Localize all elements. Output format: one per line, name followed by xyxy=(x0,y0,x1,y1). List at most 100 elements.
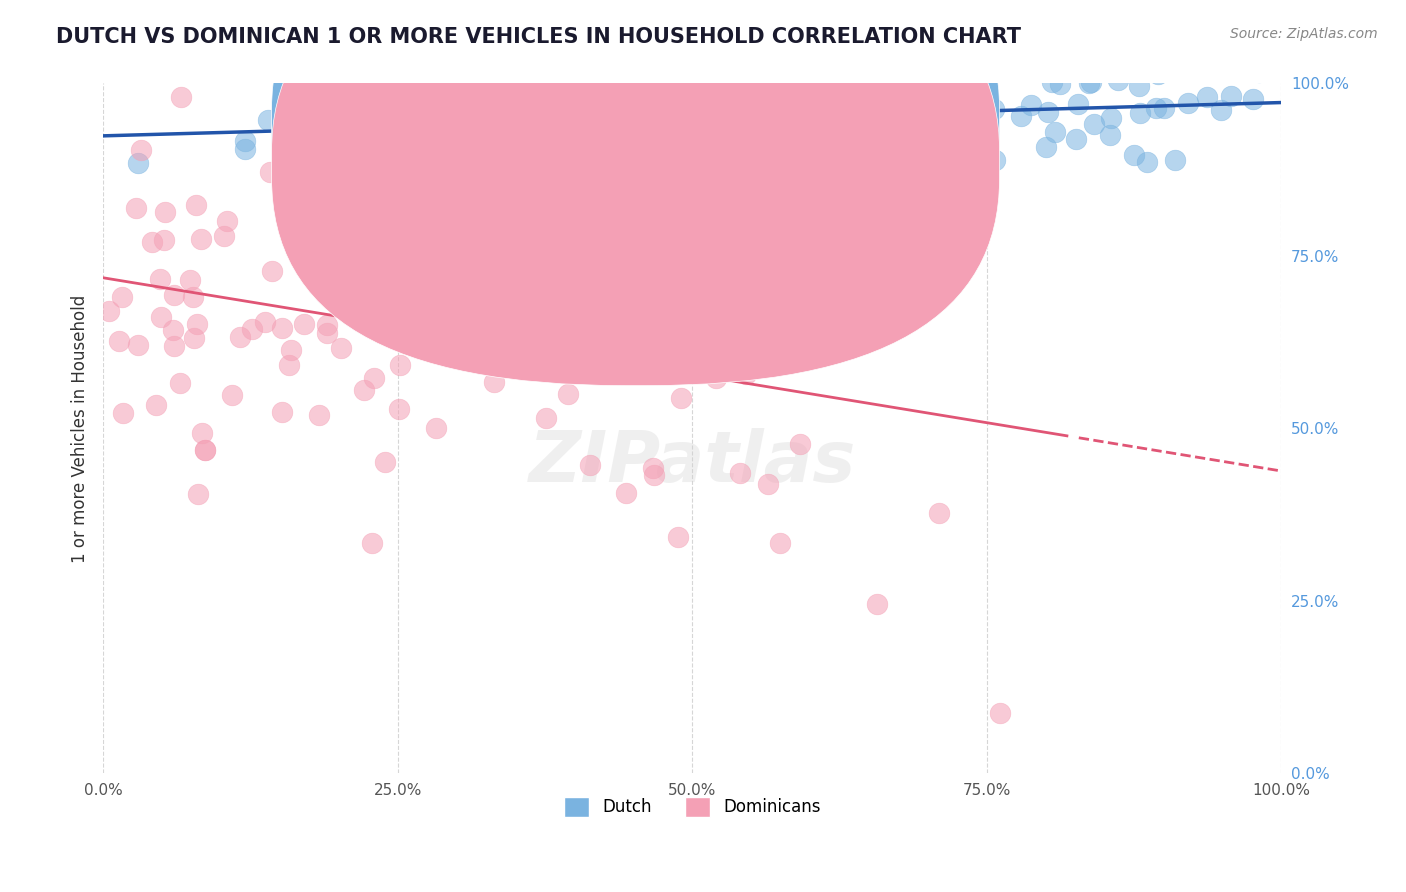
Point xyxy=(153,233,176,247)
Point xyxy=(561,128,583,143)
Point xyxy=(908,78,931,92)
Point xyxy=(904,119,927,133)
Point xyxy=(253,315,276,329)
Point xyxy=(385,136,408,151)
Point xyxy=(330,341,353,355)
Point xyxy=(1099,128,1122,142)
Point xyxy=(547,156,569,170)
Point xyxy=(395,334,418,349)
Point xyxy=(862,122,884,136)
Point xyxy=(593,114,616,128)
Point xyxy=(865,597,887,611)
Point xyxy=(212,229,235,244)
Point xyxy=(328,90,350,104)
Point xyxy=(127,156,149,170)
Point xyxy=(534,355,557,369)
Point xyxy=(984,153,1007,168)
Point xyxy=(1049,78,1071,92)
Point xyxy=(363,371,385,385)
Point xyxy=(1090,62,1112,77)
Point xyxy=(911,102,934,116)
Point xyxy=(846,101,869,115)
Y-axis label: 1 or more Vehicles in Household: 1 or more Vehicles in Household xyxy=(72,294,89,563)
Point xyxy=(485,137,508,152)
Point xyxy=(1066,96,1088,111)
Point xyxy=(730,466,752,480)
Point xyxy=(824,279,846,293)
Point xyxy=(543,141,565,155)
Point xyxy=(259,164,281,178)
Point xyxy=(1164,153,1187,168)
Point xyxy=(162,323,184,337)
Point xyxy=(347,97,370,112)
Point xyxy=(418,320,440,334)
Point xyxy=(769,536,792,550)
Point xyxy=(884,79,907,94)
Point xyxy=(1099,112,1122,126)
Point xyxy=(568,89,591,103)
Point xyxy=(526,325,548,339)
Point xyxy=(1209,103,1232,117)
Point xyxy=(586,286,609,301)
Point xyxy=(150,310,173,325)
Point xyxy=(1241,92,1264,106)
Text: ZIPatlas: ZIPatlas xyxy=(529,428,856,498)
Point xyxy=(461,120,484,135)
Point xyxy=(613,76,636,90)
Point xyxy=(125,201,148,215)
Point xyxy=(1078,76,1101,90)
Point xyxy=(350,159,373,173)
Legend: Dutch, Dominicans: Dutch, Dominicans xyxy=(557,790,827,823)
Point xyxy=(1064,132,1087,146)
Point xyxy=(439,218,461,232)
Point xyxy=(179,273,201,287)
Point xyxy=(789,437,811,451)
Point xyxy=(1147,67,1170,81)
Text: R =   0.594   N =  116: R = 0.594 N = 116 xyxy=(651,112,870,130)
Point xyxy=(98,304,121,318)
Point xyxy=(287,231,309,245)
Point xyxy=(449,266,471,280)
Point xyxy=(382,239,405,253)
Point xyxy=(1177,96,1199,111)
Point xyxy=(107,334,129,349)
Point xyxy=(233,142,256,156)
Point xyxy=(738,97,761,112)
Point xyxy=(562,134,585,148)
Point xyxy=(1021,98,1043,112)
Point xyxy=(1043,125,1066,139)
Point xyxy=(572,122,595,136)
Point xyxy=(695,105,717,120)
Point xyxy=(848,139,870,153)
Point xyxy=(700,324,723,338)
Point xyxy=(388,402,411,417)
Point xyxy=(576,135,599,149)
Point xyxy=(578,458,600,472)
Point xyxy=(682,109,704,123)
Point xyxy=(260,264,283,278)
Point xyxy=(1042,75,1064,89)
Point xyxy=(190,232,212,246)
Point xyxy=(149,272,172,286)
Point xyxy=(1249,65,1271,79)
Point xyxy=(187,487,209,501)
Point xyxy=(949,112,972,126)
Point xyxy=(891,99,914,113)
Point xyxy=(170,90,193,104)
Point xyxy=(277,358,299,372)
Point xyxy=(235,134,257,148)
Point xyxy=(790,87,813,101)
Point xyxy=(676,82,699,96)
Point xyxy=(271,320,294,334)
Point xyxy=(1220,89,1243,103)
Point xyxy=(316,254,339,268)
Point xyxy=(671,392,693,406)
Point xyxy=(614,485,637,500)
Point xyxy=(337,157,360,171)
Point xyxy=(229,330,252,344)
Point xyxy=(735,368,758,382)
Text: DUTCH VS DOMINICAN 1 OR MORE VEHICLES IN HOUSEHOLD CORRELATION CHART: DUTCH VS DOMINICAN 1 OR MORE VEHICLES IN… xyxy=(56,27,1021,46)
Point xyxy=(191,425,214,440)
Point xyxy=(257,113,280,128)
Point xyxy=(215,214,238,228)
